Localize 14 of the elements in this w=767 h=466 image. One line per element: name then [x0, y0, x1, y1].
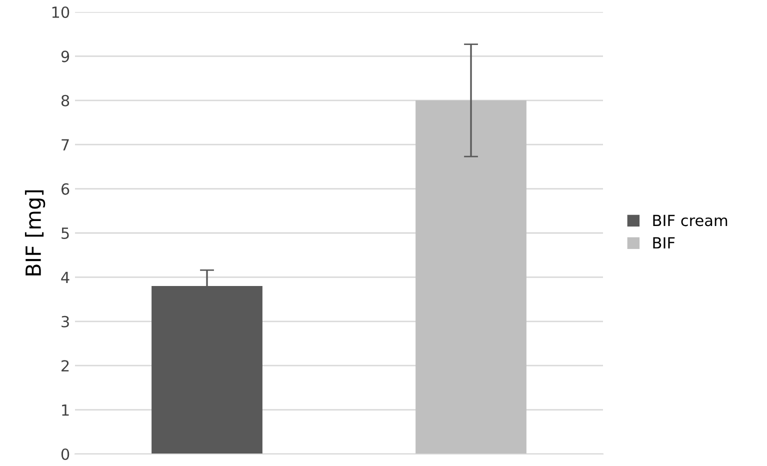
y-axis-title: BIF [mg]	[24, 190, 46, 276]
y-tick-label: 7	[62, 139, 69, 150]
y-tick-label: 9	[61, 50, 70, 62]
y-tick-label: 2	[62, 360, 69, 372]
y-tick-label: 10	[52, 6, 70, 18]
y-tick-label: 3	[62, 316, 69, 328]
y-tick-label: 4	[61, 272, 70, 284]
y-tick-label: 8	[61, 94, 70, 106]
y-tick-label: 5	[62, 228, 69, 240]
y-tick-label: 6	[61, 183, 70, 195]
legend-label: BIF	[653, 237, 675, 248]
y-tick-label: 0	[61, 448, 70, 460]
y-tick-label: 1	[62, 404, 69, 416]
legend-label: BIF cream	[653, 214, 728, 226]
